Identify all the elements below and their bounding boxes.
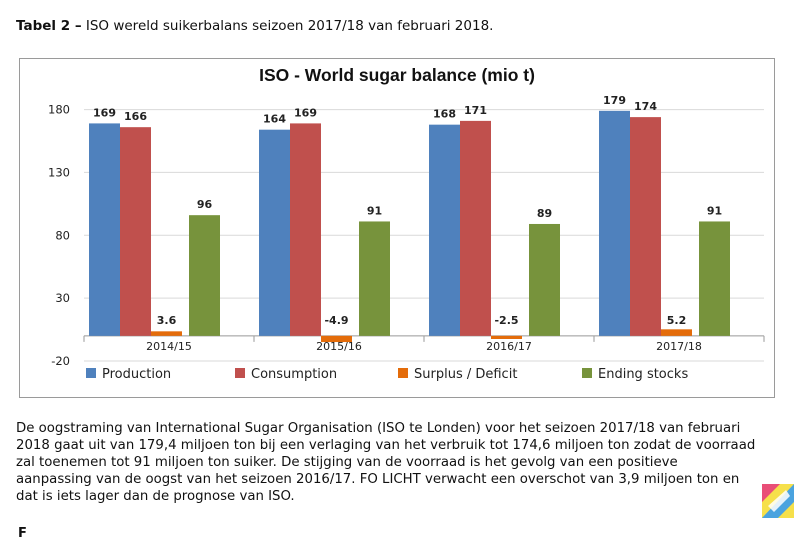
colorful-square-logo-icon [762,484,794,518]
bar-surplusdeficit-3 [661,329,692,336]
data-label-endingstocks-0: 96 [197,198,213,211]
data-label-surplusdeficit-2: -2.5 [494,314,518,327]
data-label-consumption-1: 169 [294,106,317,119]
bar-surplusdeficit-1 [321,335,352,343]
legend-swatch-0 [86,368,96,378]
category-label-0: 2014/15 [146,340,192,353]
bar-endingstocks-1 [359,221,390,336]
data-label-endingstocks-1: 91 [367,204,382,217]
legend-label-1: Consumption [251,367,337,382]
body-paragraph: De oogstraming van International Sugar O… [16,421,756,504]
data-label-production-3: 179 [603,94,626,107]
data-label-consumption-3: 174 [634,100,657,113]
legend-label-0: Production [102,367,171,382]
y-tick-label-4: -20 [51,354,70,368]
y-tick-label-3: 30 [55,291,70,305]
chart-title: ISO - World sugar balance (mio t) [259,65,535,85]
data-label-endingstocks-2: 89 [537,207,552,220]
y-tick-label-1: 130 [48,165,70,179]
data-label-production-0: 169 [93,106,116,119]
table-caption: Tabel 2 – ISO wereld suikerbalans seizoe… [16,18,493,34]
data-label-surplusdeficit-1: -4.9 [324,314,348,327]
data-label-endingstocks-3: 91 [707,204,722,217]
data-label-surplusdeficit-3: 5.2 [667,314,687,327]
bar-consumption-2 [460,120,491,336]
y-tick-label-2: 80 [55,228,70,242]
legend-swatch-2 [398,368,408,378]
data-label-consumption-2: 171 [464,104,487,117]
data-label-surplusdeficit-0: 3.6 [157,314,177,327]
bar-chart: 180 130 80 30 -20 169 166 3.6 96 2014/15 164 169 -4.… [48,94,765,382]
bar-consumption-3 [630,117,661,336]
category-label-3: 2017/18 [656,340,702,353]
bar-endingstocks-0 [189,215,220,336]
bar-consumption-0 [120,127,151,336]
data-label-production-2: 168 [433,108,456,121]
bar-surplusdeficit-2 [491,335,522,339]
chart-container: ISO - World sugar balance (mio t) 180 130… [19,58,775,398]
bar-production-0 [89,123,120,336]
legend-label-3: Ending stocks [598,367,688,382]
bar-production-1 [259,129,290,336]
body-paragraph-block: De oogstraming van International Sugar O… [16,420,756,505]
bar-surplusdeficit-0 [151,331,182,336]
legend-label-2: Surplus / Deficit [414,367,517,382]
category-label-2: 2016/17 [486,340,532,353]
bar-production-3 [599,110,630,336]
y-tick-label-0: 180 [48,103,70,117]
bar-endingstocks-2 [529,223,560,336]
caption-label: Tabel 2 – [16,18,82,34]
data-label-consumption-0: 166 [124,110,147,123]
category-label-1: 2015/16 [316,340,362,353]
bar-endingstocks-3 [699,221,730,336]
data-label-production-1: 164 [263,113,286,126]
legend-swatch-1 [235,368,245,378]
caption-text: ISO wereld suikerbalans seizoen 2017/18 … [81,18,494,34]
bar-production-2 [429,124,460,336]
bar-consumption-1 [290,123,321,336]
legend-swatch-3 [582,368,592,378]
